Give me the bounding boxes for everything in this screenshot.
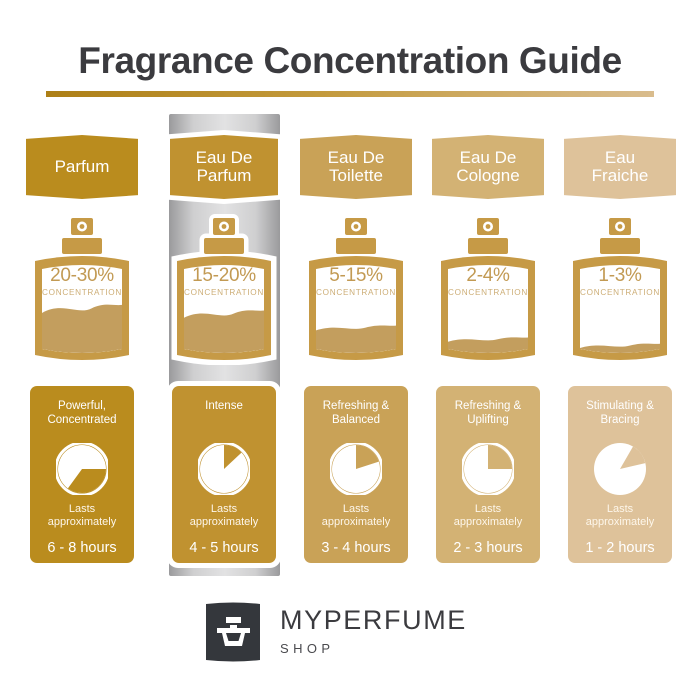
- logo-wordmark: MYPERFUME SHOP: [280, 605, 496, 656]
- header-badge-label: Eau Fraiche: [591, 147, 649, 185]
- longevity-card[interactable]: Refreshing & Uplifting Lasts approximately…: [436, 386, 540, 563]
- lasts-hours-value: 2 - 3 hours: [453, 540, 523, 556]
- longevity-card-wrap: Refreshing & Balanced Lasts approximately 3…: [304, 386, 408, 563]
- header-badge[interactable]: Parfum: [26, 135, 138, 199]
- title-underline-rule: [46, 91, 654, 97]
- longevity-pie-chart: [460, 441, 516, 497]
- header-badge-label: Parfum: [54, 156, 110, 176]
- longevity-card-wrap: Powerful, Concentrated Lasts approximately…: [30, 386, 134, 563]
- page-title: Fragrance Concentration Guide: [78, 40, 622, 81]
- longevity-pie-chart: [594, 443, 646, 495]
- header-badge-wrap: Eau Fraiche: [564, 135, 676, 199]
- lasts-label: Lasts approximately: [189, 503, 259, 529]
- perfume-bottle-illustration: 2-4% CONCENTRATION: [432, 213, 544, 365]
- scent-descriptor: Refreshing & Uplifting: [454, 400, 522, 427]
- header-badge[interactable]: Eau De Parfum: [170, 135, 278, 199]
- header-badge[interactable]: Eau Fraiche: [564, 135, 676, 199]
- longevity-card-wrap: Refreshing & Uplifting Lasts approximately…: [436, 386, 540, 563]
- longevity-pie-chart: [328, 441, 384, 497]
- lasts-label: Lasts approximately: [47, 503, 117, 529]
- column-eau-de-cologne: Eau De Cologne 2-4% CONCENTRATION Refreshin…: [432, 0, 544, 700]
- longevity-card[interactable]: Powerful, Concentrated Lasts approximately…: [30, 386, 134, 563]
- longevity-pie-chart: [196, 441, 252, 497]
- longevity-card[interactable]: Stimulating & Bracing Lasts approximately 1…: [568, 386, 672, 563]
- header-badge-wrap: Eau De Cologne: [432, 135, 544, 199]
- header-badge-label: Eau De Cologne: [456, 147, 520, 185]
- scent-descriptor: Stimulating & Bracing: [586, 400, 654, 427]
- perfume-bottle-illustration: 15-20% CONCENTRATION: [168, 213, 280, 365]
- longevity-card-wrap: Intense Lasts approximately 4 - 5 hours: [167, 381, 281, 568]
- perfume-bottle-mark-icon: [204, 601, 262, 663]
- longevity-pie-chart: [54, 441, 110, 497]
- scent-descriptor: Powerful, Concentrated: [47, 400, 117, 427]
- lasts-label: Lasts approximately: [321, 503, 391, 529]
- scent-descriptor: Intense: [205, 400, 243, 412]
- header-badge-wrap: Eau De Parfum: [165, 130, 283, 204]
- lasts-label: Lasts approximately: [453, 503, 523, 529]
- column-eau-fraiche: Eau Fraiche 1-3% CONCENTRATION Stimulating …: [564, 0, 676, 700]
- lasts-hours-value: 4 - 5 hours: [189, 540, 259, 556]
- longevity-card[interactable]: Refreshing & Balanced Lasts approximately 3…: [304, 386, 408, 563]
- header-badge[interactable]: Eau De Toilette: [300, 135, 412, 199]
- perfume-bottle-illustration: 1-3% CONCENTRATION: [564, 213, 676, 365]
- perfume-bottle-illustration: 20-30% CONCENTRATION: [26, 213, 138, 365]
- header-badge-label: Eau De Parfum: [195, 147, 253, 185]
- header-badge[interactable]: Eau De Cologne: [432, 135, 544, 199]
- logo-brand-name: MYPERFUME: [280, 605, 467, 635]
- column-eau-de-toilette: Eau De Toilette 5-15% CONCENTRATION Refresh…: [300, 0, 412, 700]
- column-eau-de-parfum: Eau De Parfum 15-20% CONCENTRATION Intense …: [165, 0, 283, 700]
- column-parfum: Parfum 20-30% CONCENTRATION Powerful, Conce…: [26, 0, 138, 700]
- logo-sub-name: SHOP: [280, 641, 335, 656]
- lasts-hours-value: 6 - 8 hours: [47, 540, 117, 556]
- lasts-hours-value: 1 - 2 hours: [585, 540, 655, 556]
- brand-logo: MYPERFUME SHOP: [204, 601, 496, 663]
- scent-descriptor: Refreshing & Balanced: [322, 400, 390, 427]
- lasts-hours-value: 3 - 4 hours: [321, 540, 391, 556]
- perfume-bottle-illustration: 5-15% CONCENTRATION: [300, 213, 412, 365]
- header-badge-label: Eau De Toilette: [327, 147, 385, 185]
- longevity-card-wrap: Stimulating & Bracing Lasts approximately 1…: [568, 386, 672, 563]
- header-badge-wrap: Parfum: [26, 135, 138, 199]
- longevity-card[interactable]: Intense Lasts approximately 4 - 5 hours: [172, 386, 276, 563]
- lasts-label: Lasts approximately: [585, 503, 655, 529]
- header-badge-wrap: Eau De Toilette: [300, 135, 412, 199]
